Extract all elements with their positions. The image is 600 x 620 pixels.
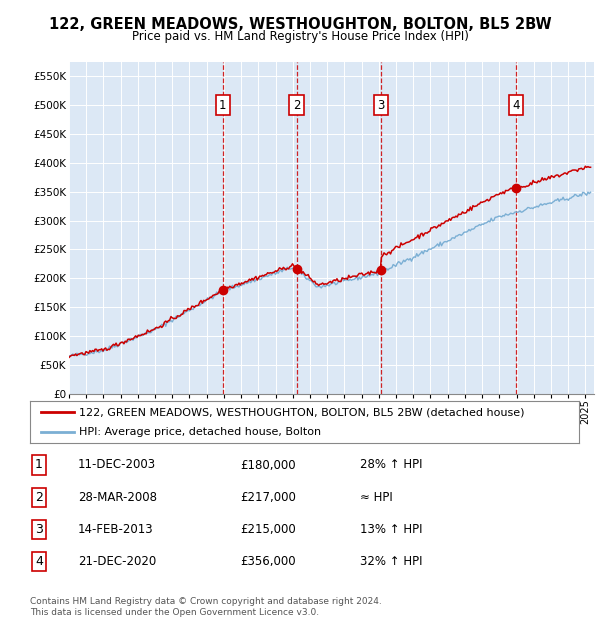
Text: 28% ↑ HPI: 28% ↑ HPI (360, 459, 422, 471)
Text: 13% ↑ HPI: 13% ↑ HPI (360, 523, 422, 536)
Text: 4: 4 (35, 556, 43, 568)
Text: £180,000: £180,000 (240, 459, 296, 471)
Text: This data is licensed under the Open Government Licence v3.0.: This data is licensed under the Open Gov… (30, 608, 319, 617)
Text: 122, GREEN MEADOWS, WESTHOUGHTON, BOLTON, BL5 2BW: 122, GREEN MEADOWS, WESTHOUGHTON, BOLTON… (49, 17, 551, 32)
Text: 11-DEC-2003: 11-DEC-2003 (78, 459, 156, 471)
Text: £215,000: £215,000 (240, 523, 296, 536)
Text: ≈ HPI: ≈ HPI (360, 491, 393, 503)
Text: 1: 1 (35, 459, 43, 471)
Text: 14-FEB-2013: 14-FEB-2013 (78, 523, 154, 536)
Text: HPI: Average price, detached house, Bolton: HPI: Average price, detached house, Bolt… (79, 427, 322, 437)
Text: Price paid vs. HM Land Registry's House Price Index (HPI): Price paid vs. HM Land Registry's House … (131, 30, 469, 43)
Text: 21-DEC-2020: 21-DEC-2020 (78, 556, 156, 568)
Text: 122, GREEN MEADOWS, WESTHOUGHTON, BOLTON, BL5 2BW (detached house): 122, GREEN MEADOWS, WESTHOUGHTON, BOLTON… (79, 407, 525, 417)
Text: 28-MAR-2008: 28-MAR-2008 (78, 491, 157, 503)
Text: 4: 4 (512, 99, 520, 112)
Text: 1: 1 (219, 99, 227, 112)
Text: £356,000: £356,000 (240, 556, 296, 568)
Text: 3: 3 (377, 99, 385, 112)
Text: £217,000: £217,000 (240, 491, 296, 503)
Text: 3: 3 (35, 523, 43, 536)
Text: 32% ↑ HPI: 32% ↑ HPI (360, 556, 422, 568)
Text: Contains HM Land Registry data © Crown copyright and database right 2024.: Contains HM Land Registry data © Crown c… (30, 597, 382, 606)
Text: 2: 2 (35, 491, 43, 503)
Text: 2: 2 (293, 99, 301, 112)
